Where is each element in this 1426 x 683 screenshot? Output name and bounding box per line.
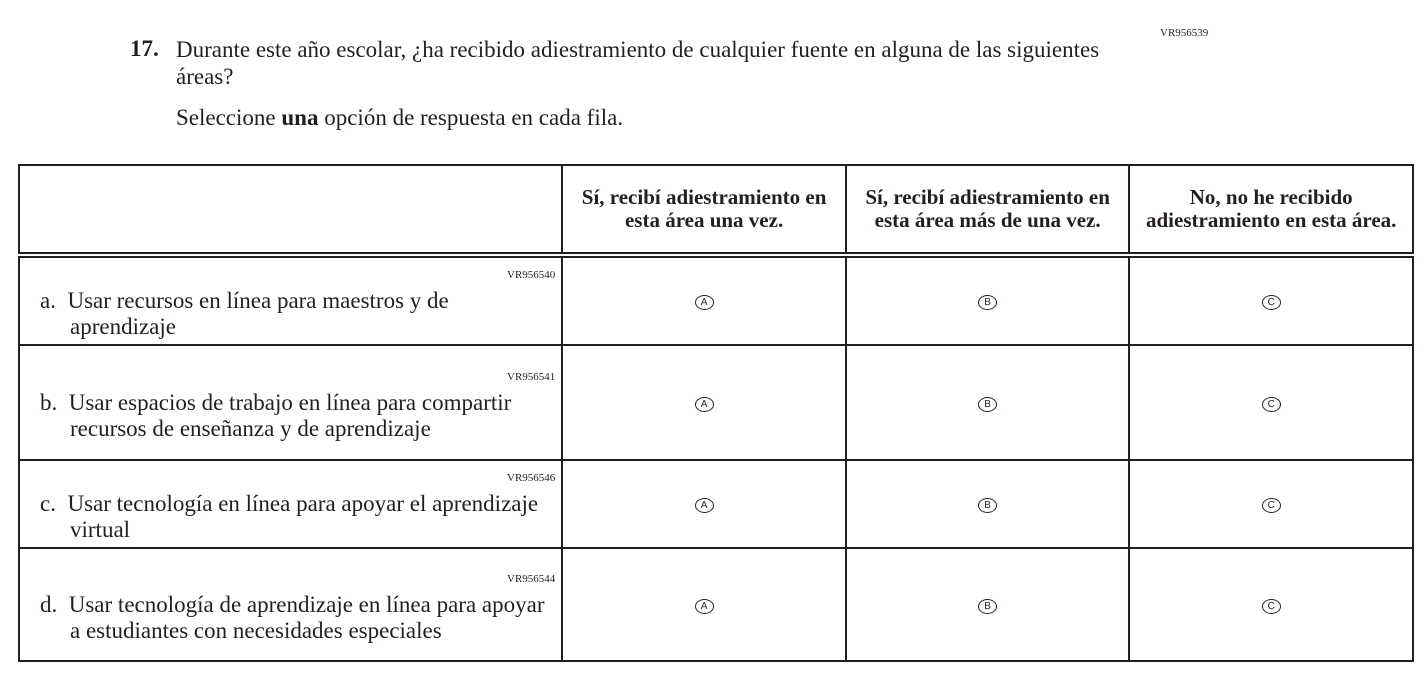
instruction: Seleccione una opción de respuesta en ca…	[176, 105, 623, 131]
instruction-pre: Seleccione	[176, 105, 282, 130]
instruction-bold: una	[281, 105, 319, 130]
bubble-cell: A	[561, 344, 847, 461]
answer-bubble-a[interactable]: A	[694, 396, 714, 412]
answer-bubble-b[interactable]: B	[978, 498, 998, 513]
header-blank	[17, 164, 564, 256]
question-number: 17.	[130, 36, 159, 61]
bubble-cell: C	[1128, 459, 1414, 549]
bubble-cell: B	[844, 344, 1131, 461]
bubble-cell: B	[844, 254, 1131, 346]
answer-bubble-b[interactable]: B	[978, 396, 998, 412]
bubble-cell: C	[1128, 344, 1414, 461]
response-grid: Sí, recibí adiestramiento en esta área u…	[17, 164, 1414, 662]
answer-bubble-a[interactable]: A	[694, 498, 714, 513]
bubble-cell: A	[561, 254, 847, 346]
row-letter: d.	[40, 591, 58, 617]
row-id: VR956544	[507, 572, 556, 585]
bubble-cell: A	[561, 459, 847, 549]
row-label-cell: VR956541 b. Usar espacios de trabajo en l…	[17, 344, 564, 461]
row-letter: b.	[40, 389, 58, 415]
bubble-cell: C	[1128, 547, 1414, 662]
answer-bubble-a[interactable]: A	[694, 295, 714, 310]
question-text: Durante este año escolar, ¿ha recibido a…	[176, 37, 1100, 89]
answer-bubble-b[interactable]: B	[978, 598, 998, 614]
row-letter: c.	[40, 491, 56, 516]
row-text: Usar tecnología de aprendizaje en línea …	[68, 591, 545, 643]
column-header: No, no he recibido adiestramiento en est…	[1128, 164, 1414, 256]
table-row: VR956540 a. Usar recursos en línea para m…	[17, 254, 1414, 346]
row-label-cell: VR956540 a. Usar recursos en línea para m…	[17, 254, 564, 346]
row-label-cell: VR956544 d. Usar tecnología de aprendizaj…	[17, 547, 564, 662]
answer-bubble-a[interactable]: A	[694, 598, 714, 614]
answer-bubble-c[interactable]: C	[1261, 396, 1281, 412]
row-text: Usar espacios de trabajo en línea para c…	[68, 389, 512, 441]
answer-bubble-b[interactable]: B	[978, 295, 998, 310]
column-header: Sí, recibí adiestramiento en esta área u…	[561, 164, 847, 256]
bubble-cell: B	[844, 459, 1131, 549]
bubble-cell: A	[561, 547, 847, 662]
instruction-post: opción de respuesta en cada fila.	[318, 105, 624, 130]
table-row: VR956544 d. Usar tecnología de aprendizaj…	[17, 547, 1414, 662]
row-label-cell: VR956546 c. Usar tecnología en línea para…	[17, 459, 564, 549]
row-id: VR956540	[507, 269, 556, 281]
row-id: VR956546	[507, 472, 556, 484]
bubble-cell: C	[1128, 254, 1414, 346]
row-text: Usar recursos en línea para maestros y d…	[67, 288, 449, 339]
answer-bubble-c[interactable]: C	[1261, 598, 1281, 614]
bubble-cell: B	[844, 547, 1131, 662]
column-header: Sí, recibí adiestramiento en esta área m…	[844, 164, 1131, 256]
question-id: VR956539	[1160, 27, 1209, 39]
row-id: VR956541	[507, 370, 556, 383]
table-row: VR956546 c. Usar tecnología en línea para…	[17, 459, 1414, 549]
answer-bubble-c[interactable]: C	[1261, 295, 1281, 310]
table-row: VR956541 b. Usar espacios de trabajo en l…	[17, 344, 1414, 461]
answer-bubble-c[interactable]: C	[1261, 498, 1281, 513]
row-text: Usar tecnología en línea para apoyar el …	[67, 491, 539, 542]
row-letter: a.	[40, 288, 56, 313]
